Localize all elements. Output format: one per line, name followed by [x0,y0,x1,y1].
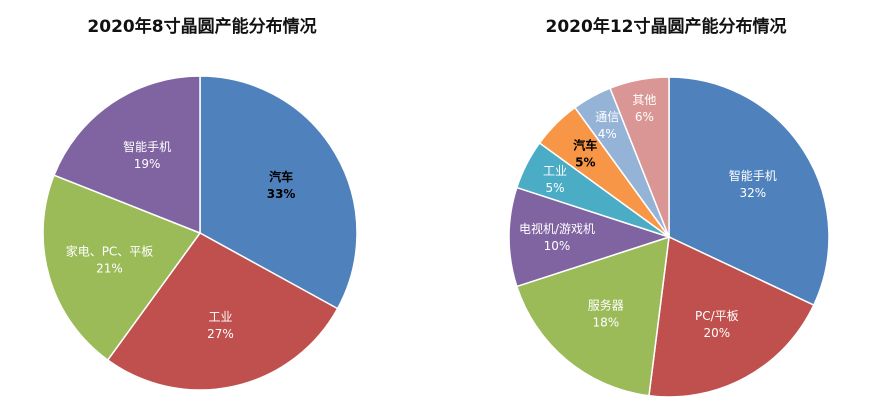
pie-12inch-slice-7 [609,76,670,238]
pie-12inch-category-2: 服务器 [588,297,624,312]
pie-8inch-slice-1 [106,232,339,391]
pie-12inch-slice-2 [515,235,670,397]
pie-8inch-value-0: 33% [267,187,296,201]
pie-8inch-category-3: 智能手机 [123,139,171,154]
pie-8inch-category-0: 汽车 [269,169,293,184]
pie-8inch-category-2: 家电、PC、平板 [66,243,154,258]
pie-12inch-category-7: 其他 [632,93,656,107]
pie-12inch-value-2: 18% [592,315,619,329]
pie-8inch-category-1: 工业 [208,310,232,324]
pie-12inch-label-7: 其他 6% [632,93,656,124]
chart-title-12inch: 2020年12寸晶圆产能分布情况 [545,17,787,37]
pie-12inch-label-2: 服务器 18% [588,297,624,329]
pie-12inch-value-1: 20% [703,326,730,340]
pie-12inch-value-7: 6% [635,110,654,124]
pie-8inch-value-3: 19% [134,157,161,171]
pie-12inch-category-5: 汽车 [573,137,597,152]
pie-12inch-slice-1 [648,235,815,398]
pie-12inch-category-3: 电视机/游戏机 [519,221,595,236]
pie-12inch-label-5: 汽车 5% [573,137,597,169]
pie-12inch-value-0: 32% [739,186,766,200]
pie-12inch-slice-3 [508,186,672,288]
pie-8inch-slice-2 [42,174,202,362]
pie-12inch-slice-0 [668,76,830,307]
pie-12inch-category-0: 智能手机 [729,168,777,183]
pie-12inch-label-1: PC/平板 20% [695,309,739,340]
pie-12inch-value-5: 5% [575,155,595,169]
pie-12inch-value-4: 5% [545,181,564,195]
pie-8inch-slice-0 [199,75,358,310]
pie-12inch-category-1: PC/平板 [695,309,739,323]
pie-8inch-label-0: 汽车 33% [267,169,296,201]
pie-12inch-value-3: 10% [544,239,571,253]
chart-title-8inch: 2020年8寸晶圆产能分布情况 [87,17,317,37]
pie-12inch-category-6: 通信 [595,110,619,124]
pie-8inch-label-3: 智能手机 19% [123,139,171,171]
pie-12inch-label-6: 通信 4% [595,110,619,141]
pie-12inch-category-4: 工业 [543,164,567,178]
pie-12inch-label-3: 电视机/游戏机 10% [519,221,595,253]
pie-8inch-label-1: 工业 27% [207,310,234,341]
pie-8inch-value-1: 27% [207,327,234,341]
pie-8inch-label-2: 家电、PC、平板 21% [66,243,154,275]
pie-8inch-value-2: 21% [96,261,123,275]
pie-12inch-label-4: 工业 5% [543,164,567,195]
pie-8inch-slice-3 [53,75,201,235]
pie-12inch-value-6: 4% [598,127,617,141]
pie-12inch-label-0: 智能手机 32% [729,168,777,200]
